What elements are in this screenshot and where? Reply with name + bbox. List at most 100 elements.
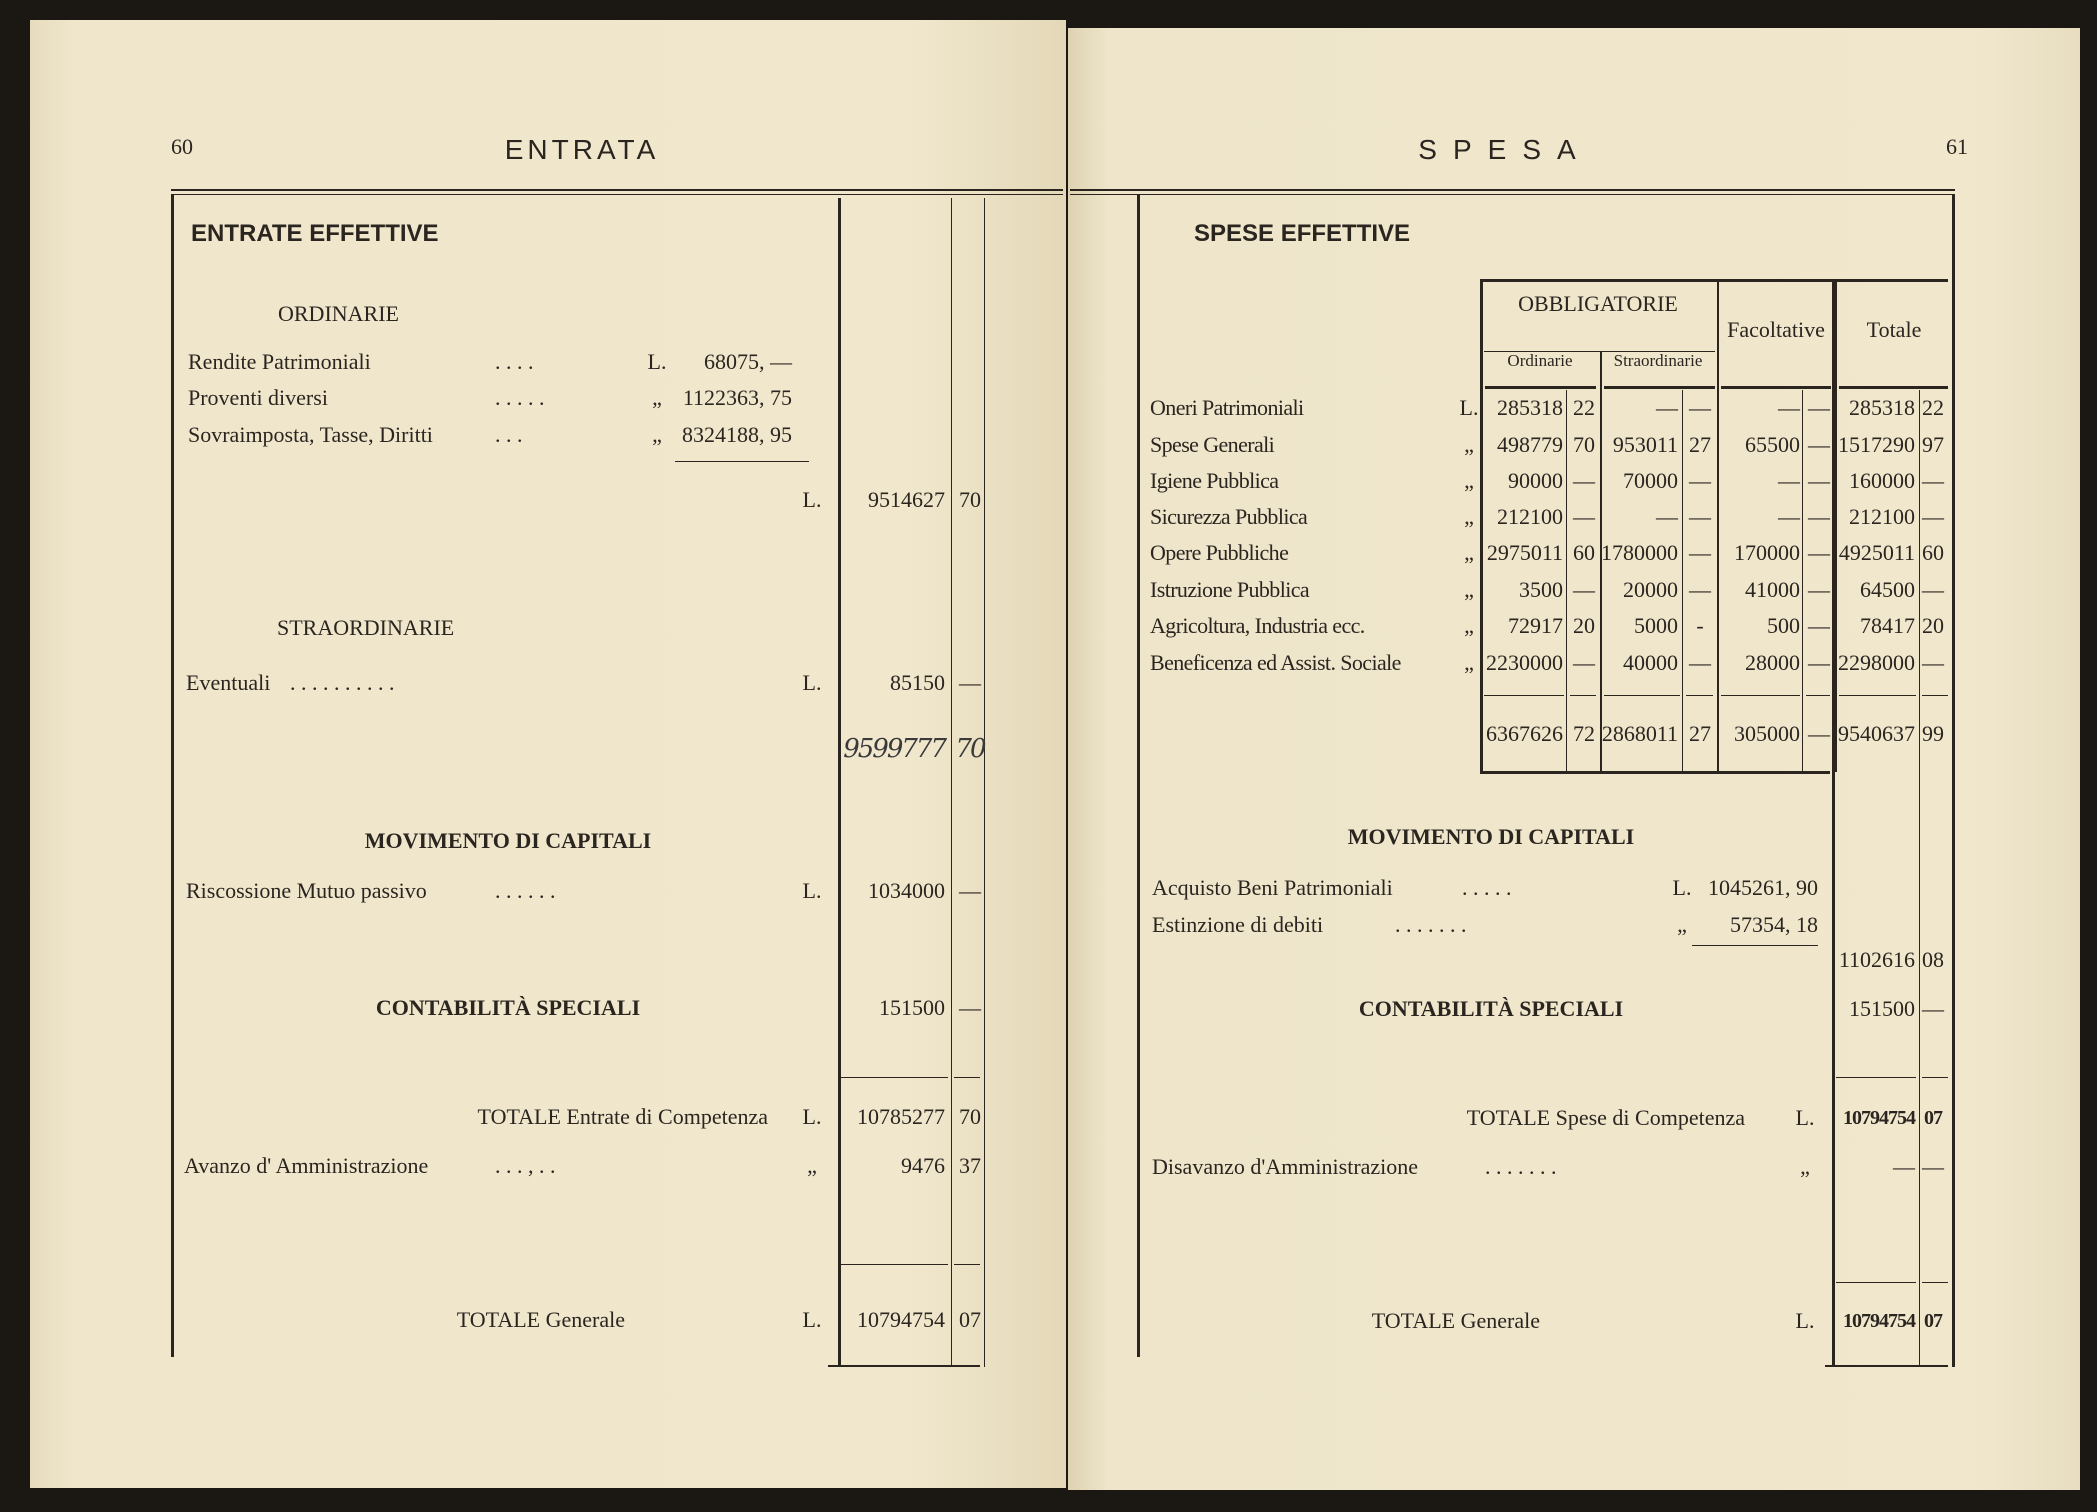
header-facoltative: Facoltative	[1727, 317, 1825, 342]
table-total-cell: 6367626	[1486, 721, 1563, 746]
table-cell: 500	[1767, 613, 1800, 638]
rule-line	[1070, 194, 1955, 195]
table-cell: —	[1808, 395, 1830, 420]
entry-dots: . . . .	[495, 349, 534, 374]
table-row-label: Spese Generali	[1150, 432, 1275, 457]
entry-dots: . . .	[495, 422, 523, 447]
row-cents: 07	[1924, 1310, 1943, 1332]
row-lire: 10785277	[857, 1104, 945, 1129]
table-cell: 953011	[1612, 432, 1678, 457]
row-lire: 1102616	[1838, 947, 1915, 972]
rule-line	[1832, 280, 1835, 1367]
table-total-cell: 2868011	[1601, 721, 1678, 746]
entry-currency: „	[652, 385, 662, 410]
table-row-currency: „	[1464, 650, 1474, 675]
entry-label: Avanzo d' Amministrazione	[184, 1153, 429, 1178]
rule-line	[1484, 351, 1715, 352]
table-row-currency: L.	[1459, 395, 1479, 420]
table-cell: —	[1808, 540, 1830, 565]
table-cell: —	[1573, 468, 1595, 493]
rule-line	[1484, 695, 1564, 696]
page-header: SPESA	[1418, 134, 1592, 165]
entry-dots: . . . . .	[1462, 875, 1512, 900]
row-cents: —	[1922, 1154, 1944, 1179]
rule-line	[1566, 390, 1567, 772]
table-cell: 78417	[1860, 613, 1915, 638]
table-cell: 285318	[1849, 395, 1915, 420]
table-cell: —	[1808, 650, 1830, 675]
entry-label: Sovraimposta, Tasse, Diritti	[188, 422, 433, 447]
rule-line	[840, 1264, 948, 1265]
table-total-cell: 99	[1922, 721, 1944, 746]
section-title: MOVIMENTO DI CAPITALI	[1347, 824, 1635, 849]
table-cell: —	[1808, 432, 1830, 457]
row-lire: 10794754	[1843, 1107, 1916, 1129]
rule-line	[675, 461, 809, 462]
table-total-cell: —	[1808, 721, 1830, 746]
entry-dots: . . . . . .	[495, 878, 556, 903]
table-cell: 97	[1922, 432, 1944, 457]
left-page-entrata	[30, 20, 1066, 1488]
section-title: CONTABILITÀ SPECIALI	[1358, 996, 1624, 1021]
entry-label: Proventi diversi	[188, 385, 328, 410]
table-row-currency: „	[1464, 613, 1474, 638]
header-obbligatorie: OBBLIGATORIE	[1518, 291, 1678, 316]
rule-line	[1806, 695, 1830, 696]
table-cell: —	[1808, 468, 1830, 493]
row-lire: 85150	[890, 670, 945, 695]
row-currency: L.	[802, 878, 822, 903]
rule-line	[828, 1365, 980, 1367]
table-cell: 70	[1573, 432, 1595, 457]
table-cell: 2230000	[1486, 650, 1563, 675]
rule-line	[1721, 386, 1831, 389]
table-cell: 3500	[1519, 577, 1563, 602]
rule-line	[171, 194, 1063, 195]
header-ordinarie: Ordinarie	[1507, 351, 1573, 370]
rule-line	[1836, 1077, 1916, 1078]
table-cell: 212100	[1497, 504, 1563, 529]
rule-line	[1604, 695, 1680, 696]
entry-label: Eventuali	[186, 670, 271, 695]
table-cell: 285318	[1497, 395, 1563, 420]
table-row-label: Agricoltura, Industria ecc.	[1150, 613, 1365, 638]
rule-line	[1802, 390, 1803, 772]
table-cell: —	[1689, 468, 1711, 493]
row-cents: 70	[959, 1104, 981, 1129]
row-cents: —	[1922, 996, 1944, 1021]
table-cell: 90000	[1508, 468, 1563, 493]
entry-label: Rendite Patrimoniali	[188, 349, 371, 374]
page-number: 60	[171, 134, 193, 159]
table-cell: 22	[1573, 395, 1595, 420]
table-cell: 160000	[1849, 468, 1915, 493]
rule-line	[1839, 386, 1948, 389]
row-cents: —	[959, 995, 981, 1020]
entry-amount: 1045261, 90	[1708, 875, 1818, 900]
table-cell: —	[1656, 504, 1678, 529]
table-cell: 41000	[1745, 577, 1800, 602]
handwritten-lire: 9599777	[843, 734, 947, 764]
rule-line	[1480, 771, 1830, 774]
table-cell: 1780000	[1601, 540, 1678, 565]
rule-line	[951, 198, 952, 1367]
entry-label: Riscossione Mutuo passivo	[186, 878, 427, 903]
rule-line	[1839, 695, 1916, 696]
rule-line	[171, 189, 1063, 191]
table-row-label: Beneficenza ed Assist. Sociale	[1150, 650, 1401, 675]
total-label: TOTALE Generale	[1371, 1308, 1540, 1333]
entry-currency: L.	[647, 349, 667, 374]
table-cell: —	[1689, 540, 1711, 565]
table-cell: —	[1808, 504, 1830, 529]
table-cell: —	[1778, 504, 1800, 529]
page-header: ENTRATA	[504, 134, 660, 165]
table-row-label: Igiene Pubblica	[1150, 468, 1279, 493]
rule-line	[1604, 386, 1715, 389]
row-lire: —	[1893, 1154, 1915, 1179]
entry-dots: . . . . . . .	[1395, 912, 1467, 937]
table-cell: 60	[1573, 540, 1595, 565]
row-lire: 151500	[879, 995, 945, 1020]
total-label: TOTALE Generale	[456, 1307, 625, 1332]
section-title: ENTRATE EFFETTIVE	[191, 220, 439, 247]
entry-amount: 57354, 18	[1730, 912, 1818, 937]
row-cents: 37	[959, 1153, 981, 1178]
row-currency: L.	[1795, 1308, 1815, 1333]
